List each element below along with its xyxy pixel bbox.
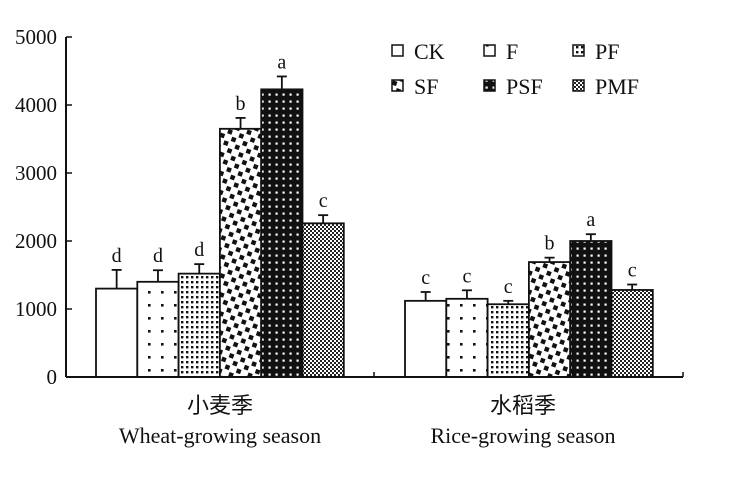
legend-swatch-icon [483, 44, 496, 57]
y-axis: 0 1000 2000 3000 4000 5000 [15, 25, 72, 389]
significance-letter: b [545, 233, 555, 255]
y-tick-label: 5000 [15, 25, 57, 49]
legend-swatch-icon [391, 79, 404, 92]
bar-pmf-rice: c [610, 260, 654, 378]
legend-item-ck: CK [391, 39, 445, 64]
bar-pf-rice: c [486, 276, 530, 378]
significance-letter: c [319, 190, 328, 212]
significance-letter: d [153, 245, 163, 267]
legend-label: PSF [506, 74, 543, 99]
y-tick-label: 2000 [15, 229, 57, 253]
bar-f-wheat: d [136, 245, 180, 378]
group-label-cn: 小麦季 [187, 394, 253, 419]
group-label-en: Wheat-growing season [119, 423, 321, 448]
group-label-cn: 水稻季 [490, 394, 556, 419]
group-labels: 小麦季 Wheat-growing season 水稻季 Rice-growing s… [119, 394, 616, 448]
bar-ck-wheat: d [95, 245, 139, 378]
significance-letter: b [236, 93, 246, 115]
legend-item-psf: PSF [483, 74, 543, 99]
bar-f-rice: c [445, 265, 489, 378]
group-label-en: Rice-growing season [430, 423, 615, 448]
bar-pf-wheat: d [177, 239, 221, 378]
bar-ck-rice: c [404, 267, 448, 378]
significance-letter: c [463, 265, 472, 287]
y-tick-label: 1000 [15, 297, 57, 321]
bars: d d d b a c c c c b a c [95, 51, 654, 378]
legend-label: PF [595, 39, 619, 64]
significance-letter: c [421, 267, 430, 289]
bar-sf-wheat: b [218, 93, 263, 378]
legend-label: CK [414, 39, 445, 64]
bar-psf-rice: a [569, 209, 613, 378]
legend-item-sf: SF [391, 74, 438, 99]
y-tick-label: 3000 [15, 161, 57, 185]
legend: CK F PF SF PSF PMF [391, 39, 639, 99]
bar-sf-rice: b [528, 233, 572, 378]
legend-label: SF [414, 74, 438, 99]
bar-psf-wheat: a [260, 51, 304, 378]
significance-letter: c [504, 276, 513, 298]
bar-pmf-wheat: c [301, 190, 345, 378]
legend-item-f: F [483, 39, 518, 64]
legend-swatch-icon [572, 79, 585, 92]
significance-letter: a [586, 209, 595, 231]
significance-letter: d [112, 245, 122, 267]
y-tick-label: 4000 [15, 93, 57, 117]
legend-swatch-icon [483, 79, 496, 92]
legend-item-pmf: PMF [572, 74, 639, 99]
y-tick-label: 0 [47, 365, 58, 389]
legend-item-pf: PF [572, 39, 619, 64]
significance-letter: a [277, 51, 286, 73]
significance-letter: d [194, 239, 204, 261]
significance-letter: c [628, 260, 637, 282]
x-axis [66, 372, 684, 378]
legend-swatch-icon [391, 44, 404, 57]
legend-label: PMF [595, 74, 639, 99]
legend-swatch-icon [572, 44, 585, 57]
legend-label: F [506, 39, 518, 64]
